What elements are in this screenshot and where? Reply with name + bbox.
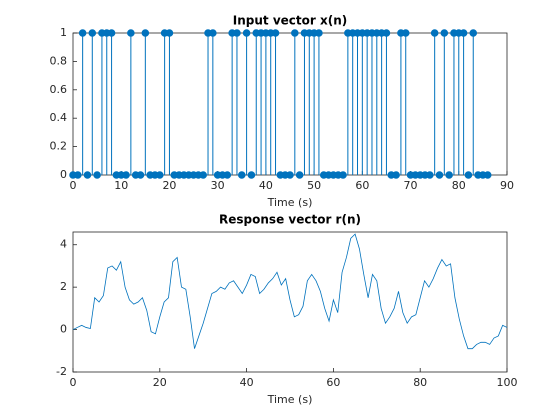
- stem-marker: [430, 29, 439, 37]
- x-tick-label: 40: [259, 179, 273, 192]
- stem-marker: [401, 29, 410, 37]
- x-tick-label: 70: [404, 179, 418, 192]
- x-tick-label: 60: [355, 179, 369, 192]
- chart-title: Response vector r(n): [219, 213, 361, 227]
- stem-marker: [271, 29, 280, 37]
- y-tick-label: 0.6: [50, 83, 68, 96]
- x-tick-label: 20: [153, 376, 167, 389]
- stem-marker: [141, 29, 150, 37]
- chart-title: Input vector x(n): [233, 14, 347, 28]
- stem-marker: [459, 29, 468, 37]
- stem-marker: [247, 171, 256, 179]
- x-tick-label: 30: [211, 179, 225, 192]
- x-axis-label: Time (s): [267, 393, 313, 406]
- stem-marker: [83, 171, 92, 179]
- stem-marker: [483, 171, 492, 179]
- response-line: [72, 233, 508, 350]
- stem-marker: [223, 171, 232, 179]
- stem-marker: [74, 171, 82, 179]
- y-tick-label: 0.8: [50, 54, 68, 67]
- stem-marker: [88, 29, 97, 37]
- stem-marker: [445, 171, 453, 179]
- stem-marker: [165, 29, 174, 37]
- stem-marker: [469, 29, 478, 37]
- y-tick-label: 0: [60, 168, 67, 181]
- stem-marker: [464, 171, 473, 179]
- y-tick-label: 0.2: [50, 140, 68, 153]
- stem-marker: [136, 171, 145, 179]
- x-tick-label: 50: [307, 179, 321, 192]
- stem-marker: [339, 171, 347, 179]
- stem-marker: [199, 171, 207, 179]
- stem-marker: [291, 29, 299, 37]
- stem-marker: [295, 171, 304, 179]
- x-tick-label: 40: [240, 376, 254, 389]
- plot-area: [72, 32, 508, 176]
- stem-marker: [156, 171, 164, 179]
- y-tick-label: 0.4: [50, 111, 68, 124]
- plot-area: [72, 231, 508, 373]
- stem-marker: [122, 171, 130, 179]
- x-tick-label: 10: [114, 179, 128, 192]
- x-axis-label: Time (s): [267, 196, 313, 209]
- y-tick-label: 2: [60, 280, 67, 293]
- stem-marker: [107, 29, 116, 37]
- y-tick-label: 1: [60, 26, 67, 39]
- stem-marker: [78, 29, 87, 37]
- stem-marker: [127, 29, 135, 37]
- stem-marker: [392, 171, 400, 179]
- x-tick-label: 20: [162, 179, 176, 192]
- stem-marker: [315, 29, 323, 37]
- stem-marker: [382, 29, 391, 37]
- y-tick-label: 0: [60, 323, 67, 336]
- stem-marker: [435, 171, 444, 179]
- x-tick-label: 0: [70, 179, 77, 192]
- stem-marker: [209, 29, 217, 37]
- stem-marker: [426, 171, 434, 179]
- y-tick-label: 4: [60, 238, 67, 251]
- stem-marker: [440, 29, 449, 37]
- x-tick-label: 80: [452, 179, 466, 192]
- y-tick-label: -2: [56, 365, 67, 378]
- x-tick-label: 100: [497, 376, 518, 389]
- x-tick-label: 90: [500, 179, 514, 192]
- stem-marker: [93, 171, 101, 179]
- stem-marker: [237, 171, 246, 179]
- x-tick-label: 60: [326, 376, 340, 389]
- stem-marker: [242, 29, 251, 37]
- x-tick-label: 0: [70, 376, 77, 389]
- x-tick-label: 80: [413, 376, 427, 389]
- stem-marker: [233, 29, 241, 37]
- stem-marker: [286, 171, 294, 179]
